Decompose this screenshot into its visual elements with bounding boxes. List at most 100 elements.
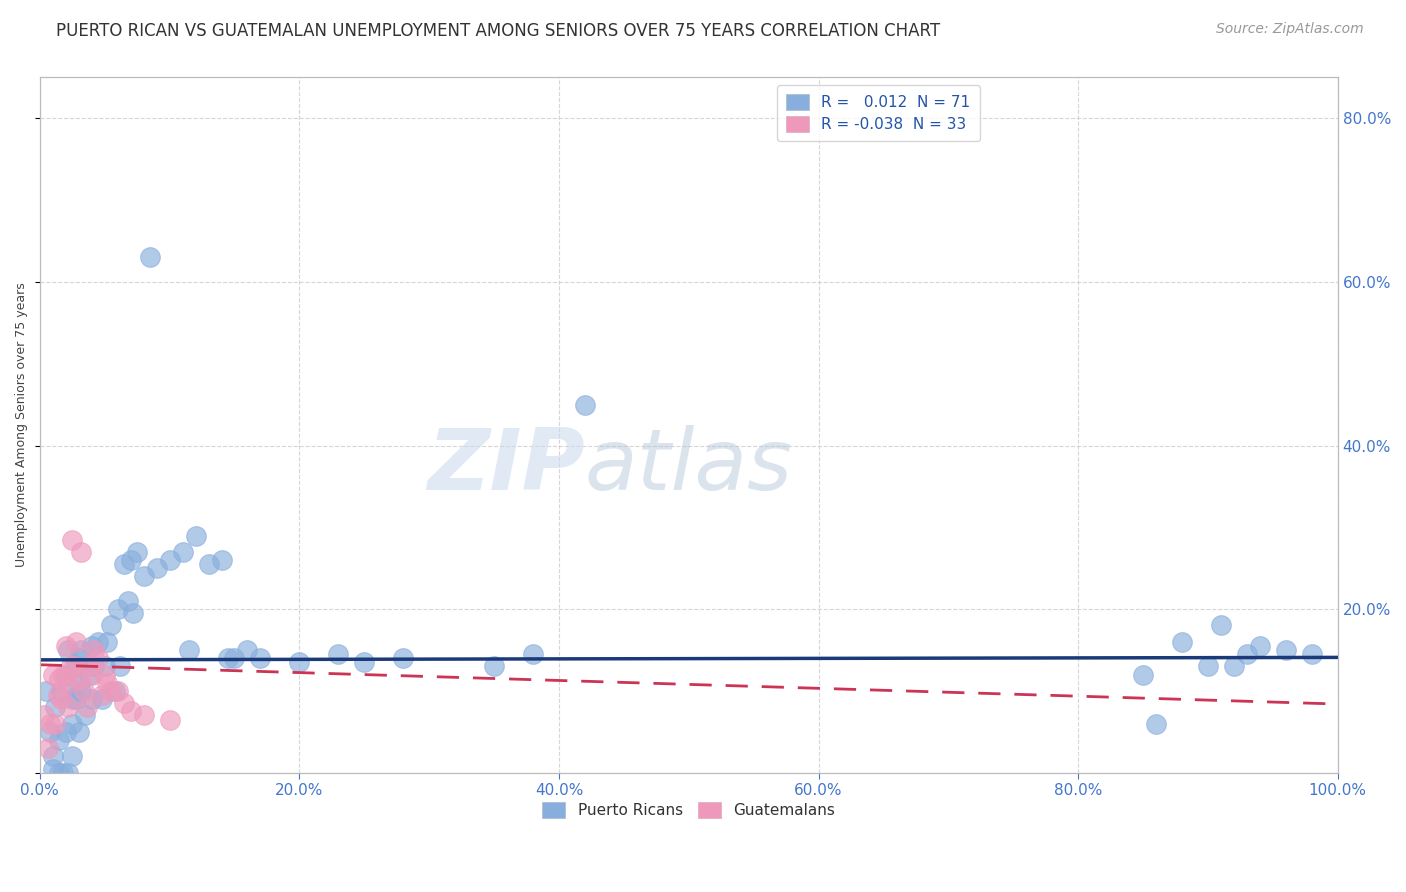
Point	[120, 705, 142, 719]
Point	[184, 528, 207, 542]
Point	[55, 639, 77, 653]
Point	[62, 659, 84, 673]
Point	[1274, 643, 1296, 657]
Point	[107, 602, 129, 616]
Point	[132, 569, 155, 583]
Point	[39, 724, 62, 739]
Point	[522, 647, 544, 661]
Point	[1301, 647, 1323, 661]
Point	[73, 684, 96, 698]
Point	[65, 635, 87, 649]
Point	[60, 749, 83, 764]
Point	[145, 561, 167, 575]
Point	[91, 688, 114, 702]
Point	[75, 708, 97, 723]
Point	[217, 651, 239, 665]
Point	[44, 700, 66, 714]
Point	[67, 651, 90, 665]
Point	[39, 716, 62, 731]
Point	[91, 692, 114, 706]
Point	[104, 684, 127, 698]
Point	[60, 692, 83, 706]
Point	[70, 684, 93, 698]
Point	[177, 643, 200, 657]
Point	[96, 635, 118, 649]
Point	[1171, 635, 1194, 649]
Point	[93, 667, 115, 681]
Point	[117, 594, 139, 608]
Point	[48, 672, 70, 686]
Point	[58, 700, 80, 714]
Point	[80, 692, 103, 706]
Point	[60, 716, 83, 731]
Text: ZIP: ZIP	[427, 425, 585, 508]
Point	[42, 749, 65, 764]
Point	[65, 692, 87, 706]
Point	[83, 643, 105, 657]
Point	[87, 651, 110, 665]
Point	[93, 659, 115, 673]
Point	[49, 684, 72, 698]
Point	[32, 708, 55, 723]
Point	[211, 553, 233, 567]
Point	[574, 398, 596, 412]
Y-axis label: Unemployment Among Seniors over 75 years: Unemployment Among Seniors over 75 years	[15, 283, 28, 567]
Point	[77, 659, 100, 673]
Point	[139, 251, 162, 265]
Point	[83, 659, 105, 673]
Point	[249, 651, 271, 665]
Point	[46, 688, 69, 702]
Point	[1144, 716, 1167, 731]
Point	[236, 643, 259, 657]
Point	[44, 716, 66, 731]
Point	[52, 765, 75, 780]
Point	[87, 635, 110, 649]
Point	[1132, 667, 1154, 681]
Point	[1209, 618, 1232, 632]
Point	[482, 659, 505, 673]
Point	[42, 667, 65, 681]
Point	[60, 533, 83, 547]
Point	[328, 647, 350, 661]
Point	[76, 700, 98, 714]
Point	[65, 659, 87, 673]
Point	[48, 765, 70, 780]
Point	[288, 655, 311, 669]
Point	[70, 643, 93, 657]
Point	[132, 708, 155, 723]
Point	[80, 639, 103, 653]
Point	[112, 696, 135, 710]
Point	[37, 741, 59, 756]
Point	[55, 724, 77, 739]
Point	[197, 557, 219, 571]
Point	[48, 733, 70, 747]
Text: PUERTO RICAN VS GUATEMALAN UNEMPLOYMENT AMONG SENIORS OVER 75 YEARS CORRELATION : PUERTO RICAN VS GUATEMALAN UNEMPLOYMENT …	[56, 22, 941, 40]
Point	[110, 659, 132, 673]
Point	[1197, 659, 1219, 673]
Point	[100, 684, 122, 698]
Point	[59, 659, 82, 673]
Point	[1223, 659, 1246, 673]
Point	[159, 553, 181, 567]
Point	[159, 713, 181, 727]
Point	[35, 684, 58, 698]
Point	[96, 675, 118, 690]
Point	[122, 606, 145, 620]
Point	[224, 651, 246, 665]
Point	[58, 765, 80, 780]
Point	[77, 667, 100, 681]
Point	[70, 545, 93, 559]
Text: Source: ZipAtlas.com: Source: ZipAtlas.com	[1216, 22, 1364, 37]
Point	[1236, 647, 1258, 661]
Point	[392, 651, 415, 665]
Point	[172, 545, 194, 559]
Point	[100, 618, 122, 632]
Point	[67, 724, 90, 739]
Point	[42, 762, 65, 776]
Point	[353, 655, 375, 669]
Point	[127, 545, 149, 559]
Point	[55, 667, 77, 681]
Point	[67, 675, 90, 690]
Point	[49, 692, 72, 706]
Point	[67, 672, 90, 686]
